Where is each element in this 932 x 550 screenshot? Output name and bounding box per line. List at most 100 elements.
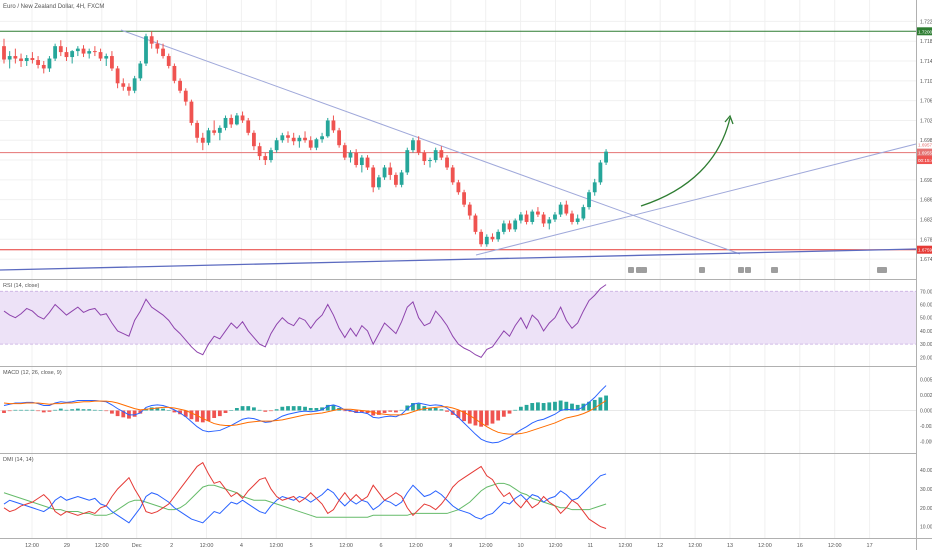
long-trend-line[interactable]	[0, 248, 917, 271]
time-tick-label: 12	[657, 543, 663, 549]
macd-label[interactable]: MACD (12, 26, close, 9)	[3, 370, 62, 376]
macd-histogram-bar	[263, 410, 268, 412]
candle-body	[212, 130, 217, 133]
candle-body	[155, 43, 160, 49]
candle-body	[132, 78, 137, 91]
dmi-tick-label: 40.0000	[920, 468, 932, 474]
macd-histogram-bar	[592, 399, 597, 411]
event-marker-icon[interactable]	[745, 267, 751, 273]
candle-body	[331, 120, 336, 131]
candle-body	[337, 130, 342, 146]
event-marker-icon[interactable]	[771, 267, 778, 273]
macd-histogram-bar	[433, 408, 438, 411]
macd-histogram-bar	[75, 408, 80, 411]
macd-histogram-bar	[178, 410, 182, 415]
macd-histogram-bar	[19, 409, 23, 411]
macd-histogram-bar	[189, 410, 194, 420]
candle-body	[274, 140, 279, 151]
candle-body	[246, 120, 251, 133]
support-trend-line[interactable]	[475, 143, 917, 256]
rsi-panel: 70.00 60.00 50.00 40.00 30.00 20.00	[0, 284, 932, 361]
event-marker-icon[interactable]	[628, 267, 634, 273]
rsi-tick-label: 50.00	[920, 316, 932, 322]
candle-body	[325, 120, 330, 137]
candle-body	[47, 58, 52, 69]
candle-body	[592, 182, 597, 193]
macd-tick-label: 0.00250	[920, 393, 932, 399]
rsi-tick-label: 70.00	[920, 289, 932, 295]
candle-body	[598, 162, 603, 183]
macd-histogram-bar	[172, 410, 177, 413]
candle-body	[450, 167, 455, 183]
macd-histogram-bar	[507, 410, 512, 414]
macd-histogram-bar	[138, 410, 143, 414]
macd-histogram-bar	[490, 410, 495, 424]
macd-histogram-bar	[240, 406, 245, 411]
time-tick-label: 17	[867, 543, 873, 549]
price-tick-label: 1.69800	[920, 138, 932, 144]
adx-line	[3, 482, 607, 518]
projection-arrow[interactable]	[640, 117, 731, 207]
price-badge-text: 1.72000	[918, 29, 932, 34]
macd-histogram-bar	[161, 408, 165, 411]
dmi-label[interactable]: DMI (14, 14)	[3, 457, 34, 463]
candle-body	[19, 58, 23, 62]
time-tick-label: 4	[240, 543, 243, 549]
candle-body	[382, 167, 387, 178]
price-tick-label: 1.68200	[920, 217, 932, 223]
macd-histogram-bar	[496, 410, 501, 421]
time-tick-label: 12:00	[339, 543, 353, 549]
candle-body	[575, 218, 580, 222]
macd-histogram-bar	[456, 410, 461, 418]
current-price-text: 1.69570	[918, 143, 932, 148]
candle-body	[297, 137, 302, 142]
countdown-text: 00:15:46	[918, 158, 932, 163]
candle-body	[308, 140, 313, 148]
macd-histogram-bar	[462, 410, 466, 422]
macd-histogram-bar	[234, 408, 239, 411]
price-tick-label: 1.68600	[920, 198, 932, 204]
macd-histogram-bar	[217, 410, 222, 417]
macd-histogram-bar	[36, 410, 40, 412]
candle-body	[518, 214, 523, 221]
macd-histogram-bar	[246, 406, 251, 411]
candle-body	[183, 90, 188, 102]
candle-body	[530, 211, 535, 222]
time-tick-label: 5	[310, 543, 313, 549]
minus-di-line	[3, 461, 607, 529]
drawing-tools[interactable]	[0, 29, 917, 271]
candle-body	[104, 56, 109, 59]
candle-body	[416, 140, 421, 153]
macd-histogram-bar	[2, 410, 6, 413]
candle-body	[252, 132, 256, 147]
macd-histogram-bar	[513, 409, 518, 411]
candle-body	[98, 52, 103, 59]
event-marker-icon[interactable]	[641, 267, 647, 273]
candle-body	[240, 115, 245, 121]
event-marker-icon[interactable]	[877, 267, 887, 273]
time-tick-label: 12:00	[758, 543, 772, 549]
candle-body	[581, 207, 586, 219]
event-marker-icon[interactable]	[636, 267, 642, 273]
candle-body	[217, 127, 222, 133]
candle-body	[490, 236, 495, 240]
downtrend-line[interactable]	[120, 29, 741, 255]
candle-body	[564, 204, 569, 214]
macd-histogram-bar	[223, 410, 228, 413]
rsi-label[interactable]: RSI (14, close)	[3, 283, 40, 289]
macd-histogram-bar	[70, 409, 75, 411]
candle-body	[342, 145, 347, 158]
candle-body	[513, 220, 518, 230]
macd-histogram-bar	[501, 410, 506, 417]
event-markers[interactable]	[628, 267, 887, 273]
candle-body	[496, 231, 501, 240]
horizontal-levels[interactable]	[0, 30, 916, 251]
macd-histogram-bar	[183, 410, 188, 417]
macd-histogram-bar	[416, 403, 421, 411]
time-tick-label: 16	[797, 543, 803, 549]
macd-histogram-bar	[308, 408, 313, 411]
event-marker-icon[interactable]	[699, 267, 705, 273]
event-marker-icon[interactable]	[738, 267, 744, 273]
time-axis[interactable]: 12:00 29 12:00 Dec 2 12:00 4 12:00 5 12:00 6 12:00 9…	[25, 543, 873, 549]
